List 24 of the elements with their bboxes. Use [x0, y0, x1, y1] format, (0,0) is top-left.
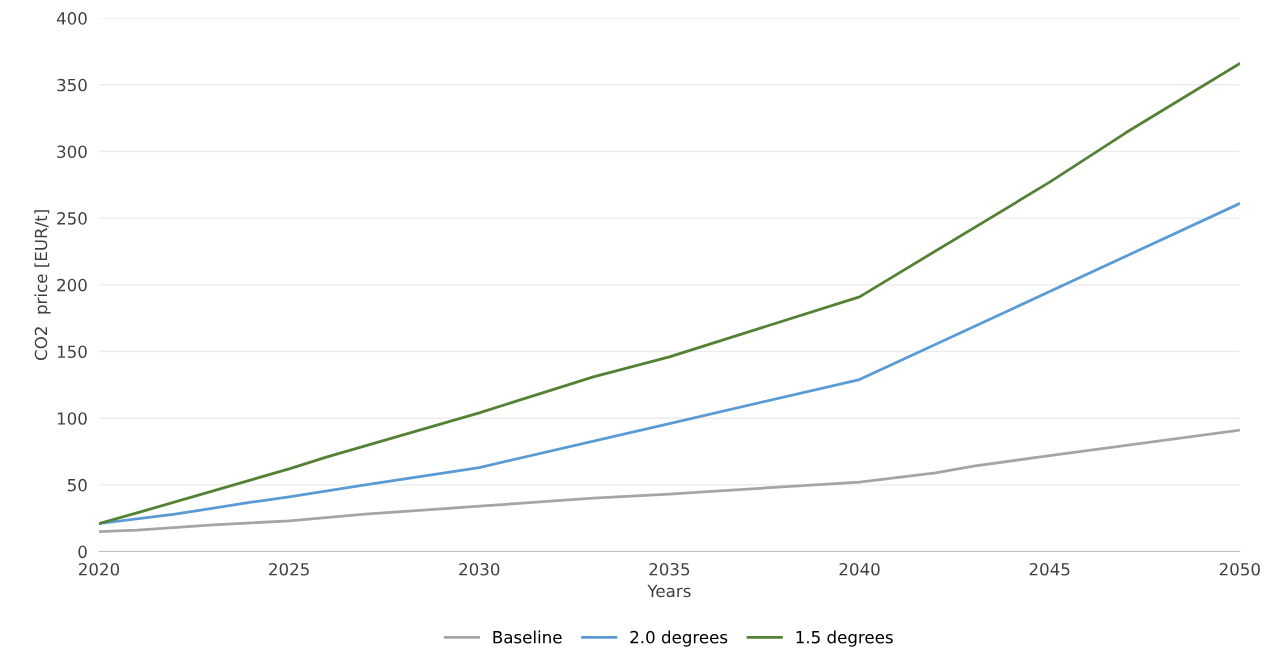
y-tick-label: 50 — [67, 478, 87, 492]
x-tick-label: 2050 — [1219, 562, 1260, 576]
legend-label: Baseline — [493, 630, 562, 644]
y-tick-label: 150 — [57, 345, 87, 359]
x-tick-label: 2020 — [79, 562, 120, 576]
y-axis-title: CO2 price [EUR/t] — [34, 210, 51, 360]
y-tick-label: 350 — [57, 78, 87, 92]
y-tick-label: 400 — [56, 12, 87, 25]
y-tick-label: 100 — [57, 412, 87, 425]
line-series — [98, 62, 1240, 525]
y-tick-label: 0 — [78, 545, 87, 559]
legend-label: 1.5 degrees — [796, 630, 893, 647]
y-tick-label: 250 — [57, 212, 87, 225]
x-axis-title: Years — [647, 584, 691, 598]
line-series — [98, 428, 1240, 533]
y-tick-label: 200 — [57, 278, 87, 292]
y-tick-label: 300 — [57, 145, 87, 159]
line-series — [98, 202, 1240, 525]
x-tick-label: 2030 — [459, 562, 500, 576]
x-tick-label: 2035 — [649, 562, 690, 576]
legend-label: 2.0 degrees — [630, 630, 728, 647]
x-tick-label: 2025 — [269, 562, 309, 576]
x-tick-label: 2040 — [839, 562, 880, 576]
x-tick-label: 2045 — [1029, 562, 1070, 576]
